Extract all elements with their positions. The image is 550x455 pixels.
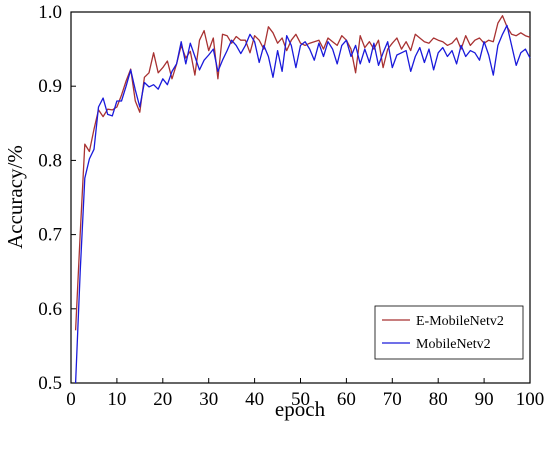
x-tick-label: 70 [383,389,402,410]
y-axis-title: Accuracy/% [3,145,27,249]
x-tick-label: 0 [66,389,76,410]
x-tick-label: 20 [153,389,172,410]
series-line-mobilenetv2 [74,24,531,384]
x-tick-label: 40 [245,389,264,410]
legend-box [374,305,524,360]
series-line-e-mobilenetv2 [74,15,531,331]
x-tick-label: 80 [429,389,448,410]
y-axis-ticks: 0.5 0.6 0.7 0.8 0.9 1.0 [38,2,76,394]
legend: E-MobileNetv2 MobileNetv2 [374,305,524,360]
x-tick-label: 30 [199,389,218,410]
y-tick-label: 0.6 [38,299,62,320]
legend-label-mobilenetv2: MobileNetv2 [416,337,491,352]
x-axis-title: epoch [275,397,326,421]
x-tick-label: 90 [475,389,494,410]
y-tick-label: 1.0 [38,2,62,23]
x-tick-label: 100 [516,389,545,410]
series-layer [74,15,531,384]
y-tick-label: 0.9 [38,76,62,97]
y-tick-label: 0.8 [38,150,62,171]
y-tick-label: 0.7 [38,225,62,246]
x-tick-label: 50 [291,389,310,410]
legend-label-e-mobilenetv2: E-MobileNetv2 [416,314,504,329]
x-axis-ticks: 0 10 20 30 40 50 60 70 80 90 100 [66,378,544,410]
y-tick-label: 0.5 [38,373,62,394]
x-tick-label: 10 [107,389,126,410]
x-tick-label: 60 [337,389,356,410]
